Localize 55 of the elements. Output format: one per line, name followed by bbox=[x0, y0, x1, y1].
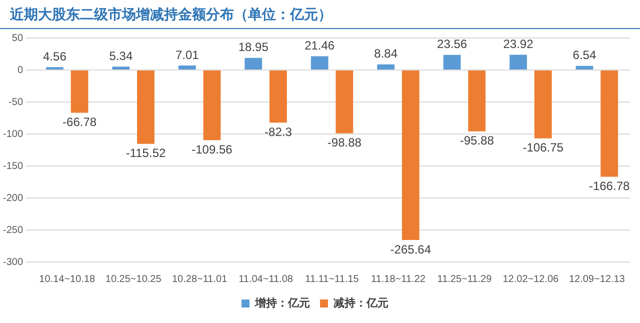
bar bbox=[377, 64, 395, 70]
bar bbox=[510, 54, 527, 70]
chart-title: 近期大股东二级市场增减持金额分布（单位：亿元） bbox=[0, 0, 640, 29]
x-tick-label: 10.25~10.25 bbox=[105, 274, 162, 285]
x-tick-label: 12.02~12.06 bbox=[502, 274, 560, 285]
x-tick-label: 11.04~11.08 bbox=[238, 274, 294, 285]
y-tick-label: -250 bbox=[3, 224, 24, 236]
bar bbox=[178, 66, 196, 70]
bar bbox=[270, 70, 287, 123]
x-tick-label: 11.18~11.22 bbox=[371, 274, 426, 285]
y-tick-label: -300 bbox=[3, 256, 24, 268]
bar bbox=[443, 54, 461, 70]
data-label: 23.92 bbox=[503, 37, 534, 52]
bar bbox=[468, 70, 486, 132]
y-tick-label: -50 bbox=[8, 96, 24, 108]
x-tick-label: 10.14~10.18 bbox=[39, 274, 96, 285]
data-label: -265.64 bbox=[390, 242, 432, 256]
legend-label: 减持：亿元 bbox=[334, 296, 388, 310]
x-tick-label: 10.28~11.01 bbox=[172, 274, 228, 285]
bar bbox=[137, 70, 154, 144]
data-label: 4.56 bbox=[43, 49, 67, 64]
y-tick-label: -200 bbox=[3, 192, 24, 204]
bar bbox=[112, 66, 130, 70]
x-tick-label: 12.09~12.13 bbox=[568, 274, 626, 285]
bar bbox=[534, 70, 552, 138]
data-label: 6.54 bbox=[572, 48, 596, 62]
data-label: -166.78 bbox=[588, 179, 630, 194]
data-label: 8.84 bbox=[374, 46, 398, 61]
data-label: -66.78 bbox=[62, 115, 97, 130]
y-tick-label: -100 bbox=[3, 128, 24, 140]
bar bbox=[203, 70, 221, 140]
data-label: 5.34 bbox=[109, 48, 133, 63]
data-label: -109.56 bbox=[192, 142, 233, 156]
bar bbox=[402, 70, 420, 240]
data-label: 21.46 bbox=[304, 38, 335, 53]
y-tick-label: 50 bbox=[12, 32, 24, 44]
data-label: -95.88 bbox=[460, 134, 494, 148]
y-tick-label: 0 bbox=[17, 64, 24, 76]
data-label: -115.52 bbox=[126, 146, 166, 160]
x-tick-label: 11.25~11.29 bbox=[437, 274, 492, 285]
bar bbox=[336, 70, 354, 134]
x-tick-label: 11.11~11.15 bbox=[305, 274, 360, 285]
bar bbox=[70, 70, 88, 113]
bar bbox=[600, 70, 618, 177]
data-label: 7.01 bbox=[175, 48, 200, 62]
data-label: -82.3 bbox=[264, 124, 292, 139]
data-label: 18.95 bbox=[238, 40, 269, 54]
data-label: 23.56 bbox=[437, 37, 468, 52]
bar bbox=[244, 58, 262, 70]
data-label: -98.88 bbox=[327, 136, 362, 150]
data-label: -106.75 bbox=[522, 140, 564, 155]
y-tick-label: -150 bbox=[3, 160, 24, 172]
bar bbox=[310, 56, 328, 70]
bar bbox=[576, 66, 594, 70]
legend-label: 增持：亿元 bbox=[254, 296, 310, 310]
